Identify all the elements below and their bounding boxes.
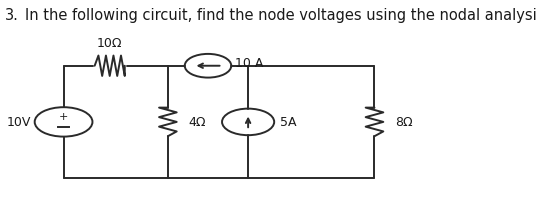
Text: 10Ω: 10Ω <box>97 37 122 50</box>
Text: 10V: 10V <box>7 116 32 129</box>
Text: 4Ω: 4Ω <box>188 116 206 129</box>
Text: 5A: 5A <box>280 116 297 129</box>
Text: 10 A: 10 A <box>235 56 264 69</box>
Text: In the following circuit, find the node voltages using the nodal analysis.: In the following circuit, find the node … <box>25 7 537 22</box>
Text: 8Ω: 8Ω <box>395 116 413 129</box>
Text: 3.: 3. <box>5 7 19 22</box>
Text: +: + <box>59 111 68 121</box>
